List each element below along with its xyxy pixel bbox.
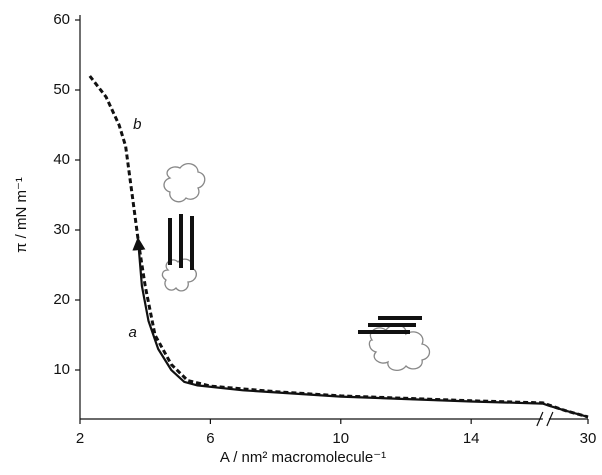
curve-label: a (128, 324, 136, 341)
molecule-flat (358, 316, 431, 372)
axis-break (536, 411, 554, 427)
y-tick-label: 10 (53, 361, 70, 378)
x-tick-label: 30 (580, 430, 597, 447)
y-tick-label: 30 (53, 221, 70, 238)
curve-b (88, 75, 589, 419)
x-tick-label: 14 (463, 430, 480, 447)
x-axis-label: A / nm² macromolecule⁻¹ (220, 449, 386, 466)
y-tick-label: 20 (53, 291, 70, 308)
x-tick-label: 2 (76, 430, 84, 447)
x-tick-label: 6 (206, 430, 214, 447)
x-tick-label: 10 (332, 430, 349, 447)
y-tick-label: 40 (53, 151, 70, 168)
molecule-vertical (161, 162, 206, 292)
y-tick-label: 60 (53, 11, 70, 28)
curve-label: b (133, 116, 141, 133)
y-axis-label: π / mN m⁻¹ (13, 177, 30, 253)
y-tick-label: 50 (53, 81, 70, 98)
